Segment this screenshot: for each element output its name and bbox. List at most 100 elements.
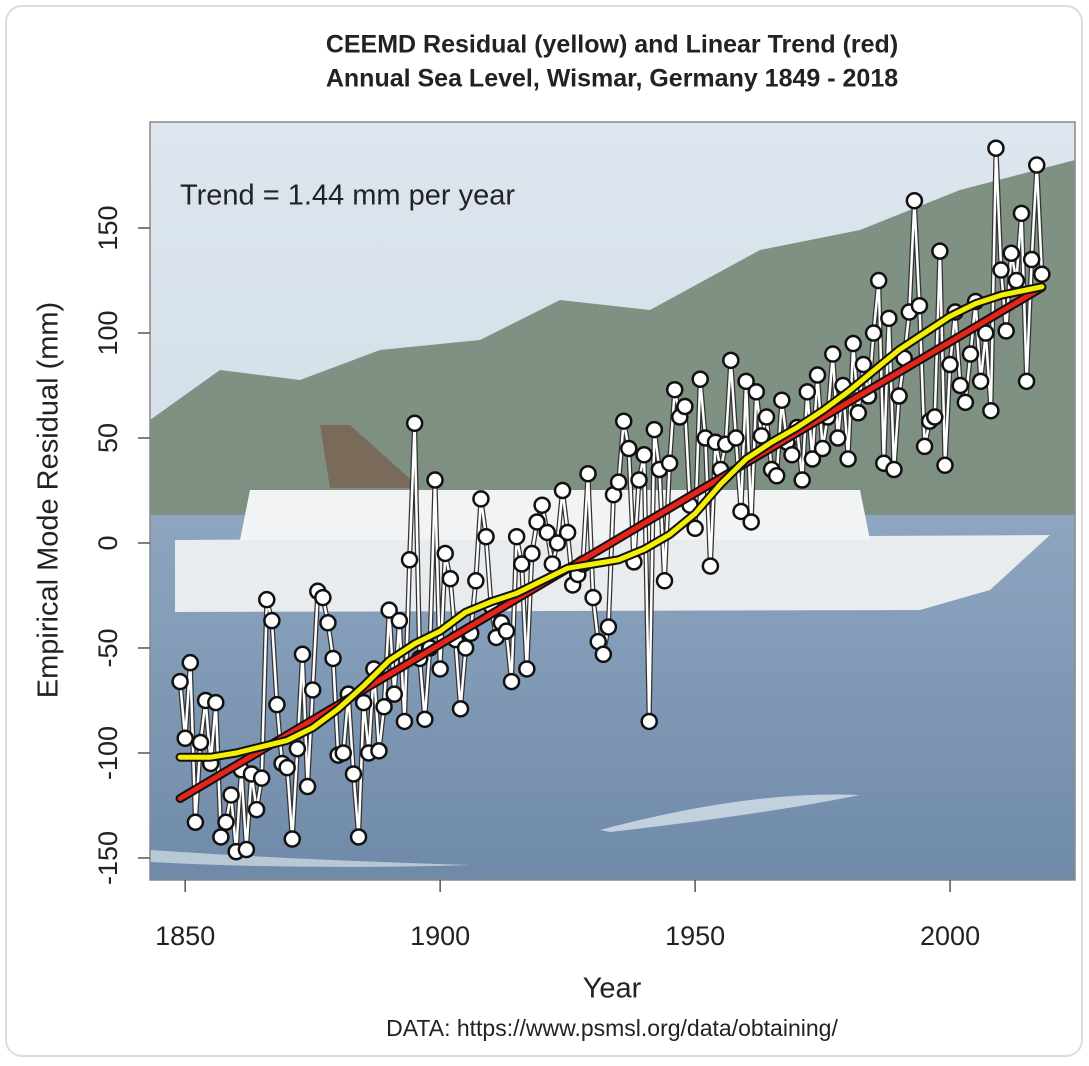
data-point	[212, 828, 230, 846]
data-point	[579, 464, 597, 483]
data-point	[518, 660, 536, 678]
data-point	[247, 800, 266, 819]
data-point	[737, 372, 755, 391]
data-point	[660, 454, 679, 472]
data-point	[813, 439, 832, 458]
data-point	[477, 527, 495, 546]
data-point	[467, 572, 485, 590]
data-point	[553, 481, 572, 500]
x-tick-label: 1900	[410, 921, 470, 951]
data-point	[395, 712, 414, 731]
data-point	[686, 519, 704, 538]
data-point	[222, 786, 240, 804]
data-point	[314, 588, 332, 607]
y-axis-label: Empirical Mode Residual (mm)	[33, 302, 65, 698]
data-point	[252, 769, 271, 787]
source-note: DATA: https://www.psmsl.org/data/obtaini…	[386, 1015, 838, 1041]
data-point	[385, 685, 404, 703]
data-point	[451, 700, 470, 718]
plot-layer	[171, 139, 1051, 861]
data-point	[334, 744, 353, 762]
data-point	[370, 742, 388, 760]
plot-frame	[149, 121, 1076, 881]
data-point	[278, 758, 296, 777]
data-point	[808, 366, 827, 384]
y-tick-label: -50	[93, 628, 123, 667]
x-tick-label: 1950	[665, 921, 725, 951]
data-point	[594, 645, 613, 664]
data-point	[181, 653, 200, 672]
data-point	[752, 427, 771, 445]
data-point	[971, 372, 990, 391]
data-point	[640, 712, 658, 731]
data-point	[405, 414, 424, 433]
data-point	[599, 618, 618, 636]
data-point	[844, 334, 862, 353]
y-tick-label: 50	[93, 423, 123, 453]
data-point	[497, 622, 516, 640]
data-point	[1022, 250, 1041, 269]
data-point	[426, 471, 444, 489]
data-point	[982, 401, 1000, 420]
data-point	[992, 261, 1010, 279]
data-point	[701, 557, 720, 575]
data-point	[237, 840, 256, 859]
data-point	[941, 355, 959, 374]
data-point	[910, 296, 929, 315]
data-point	[655, 572, 674, 590]
data-point	[732, 502, 750, 521]
data-point	[191, 733, 210, 752]
data-point	[380, 601, 398, 619]
wake	[600, 794, 860, 832]
data-point	[854, 355, 873, 374]
data-point	[757, 408, 776, 426]
data-point	[268, 695, 286, 714]
data-point	[722, 351, 740, 370]
data-point	[456, 639, 475, 657]
data-point	[258, 590, 276, 609]
x-axis-label: Year	[583, 973, 642, 1005]
data-point	[864, 324, 883, 342]
data-point	[915, 437, 934, 456]
x-tick-label: 2000	[920, 921, 980, 951]
data-point	[431, 660, 449, 678]
data-point	[905, 191, 924, 210]
data-point	[885, 460, 903, 479]
data-point	[803, 450, 822, 468]
trend-line	[177, 285, 1045, 801]
data-point	[354, 693, 373, 712]
data-point	[1002, 244, 1021, 262]
ship-funnel	[320, 425, 420, 488]
y-tick-label: 150	[93, 206, 123, 251]
data-point	[665, 380, 684, 399]
data-point	[207, 693, 225, 712]
data-point	[1017, 372, 1036, 391]
data-point	[441, 569, 460, 588]
residual-line	[177, 284, 1045, 760]
data-point	[742, 513, 760, 531]
data-point	[727, 429, 745, 447]
data-point	[880, 309, 898, 328]
data-point	[676, 397, 694, 416]
data-point	[635, 446, 653, 464]
data-point	[849, 404, 868, 422]
data-point	[951, 376, 970, 395]
data-point	[176, 729, 194, 748]
data-point	[533, 496, 551, 514]
data-point	[936, 456, 954, 475]
data-point	[839, 450, 857, 468]
chart-title: CEEMD Residual (yellow) and Linear Trend…	[326, 31, 898, 59]
data-point	[416, 710, 434, 729]
data-point	[400, 551, 419, 569]
data-point	[824, 345, 842, 363]
data-point	[319, 614, 337, 632]
data-point	[298, 777, 317, 796]
data-point	[324, 649, 342, 668]
data-point	[890, 387, 908, 405]
data-point	[829, 429, 847, 447]
data-point	[528, 513, 546, 531]
data-point	[1012, 204, 1031, 223]
data-point	[288, 740, 307, 758]
data-point	[1007, 271, 1026, 290]
